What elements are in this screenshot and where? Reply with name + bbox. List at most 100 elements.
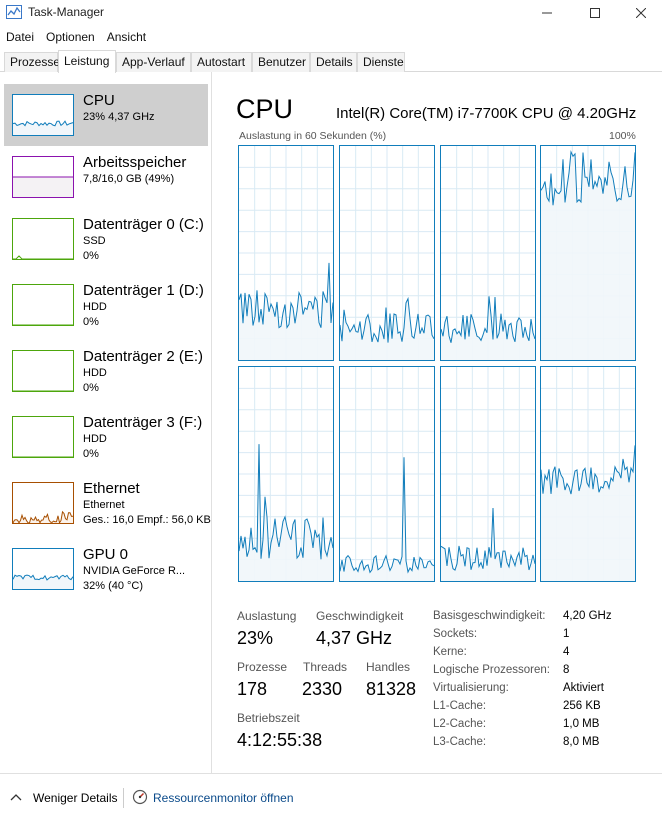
menu-bar: Datei Optionen Ansicht bbox=[0, 28, 152, 46]
sidebar-item-title: Datenträger 1 (D:) bbox=[83, 282, 204, 299]
sidebar-item-subtitle: Ethernet bbox=[83, 499, 125, 511]
detail-key: L3-Cache: bbox=[433, 736, 487, 748]
menu-datei[interactable]: Datei bbox=[6, 30, 35, 44]
footer-bar: Weniger Details Ressourcenmonitor öffnen bbox=[0, 776, 662, 824]
detail-key: Basisgeschwindigkeit: bbox=[433, 610, 546, 622]
detail-value: Aktiviert bbox=[563, 682, 604, 694]
sidebar-item-title: Datenträger 0 (C:) bbox=[83, 216, 204, 233]
logical-processor-graphs bbox=[238, 145, 636, 582]
geschwindigkeit-value: 4,37 GHz bbox=[316, 628, 393, 648]
detail-value: 1,0 MB bbox=[563, 718, 600, 730]
close-button[interactable] bbox=[618, 0, 662, 26]
logical-processor-graph bbox=[440, 145, 536, 361]
maximize-button[interactable] bbox=[572, 0, 618, 26]
detail-value: 8,0 MB bbox=[563, 736, 600, 748]
footer-separator bbox=[123, 788, 124, 808]
detail-value: 4 bbox=[563, 646, 570, 658]
tab-benutzer[interactable]: Benutzer bbox=[252, 52, 310, 72]
auslastung-value: 23% bbox=[237, 628, 274, 648]
detail-key: Virtualisierung: bbox=[433, 682, 509, 694]
window-title: Task-Manager bbox=[28, 5, 105, 19]
sidebar-item-title: Arbeitsspeicher bbox=[83, 154, 187, 171]
handles-label: Handles bbox=[366, 660, 411, 674]
title-bar: Task-Manager bbox=[0, 0, 662, 26]
sidebar-item-subtitle: 23% 4,37 GHz bbox=[83, 111, 155, 123]
sidebar-item-title: Datenträger 2 (E:) bbox=[83, 348, 204, 365]
graph-label: Auslastung in 60 Sekunden (%) bbox=[239, 130, 387, 142]
tab-leistung[interactable]: Leistung bbox=[58, 50, 116, 73]
logical-processor-graph bbox=[440, 366, 536, 582]
weniger-details-link[interactable]: Weniger Details bbox=[33, 791, 118, 805]
minimize-icon bbox=[542, 12, 552, 14]
tab-app-verlauf[interactable]: App-Verlauf bbox=[116, 52, 191, 72]
graph-max-label: 100% bbox=[609, 130, 636, 142]
close-icon bbox=[636, 8, 646, 18]
ethernet-thumbnail-graph bbox=[12, 482, 74, 524]
handles-value: 81328 bbox=[366, 679, 417, 699]
sidebar-item-detail: 32% (40 °C) bbox=[83, 580, 144, 592]
sidebar-item-title: GPU 0 bbox=[83, 546, 129, 563]
betriebszeit-value: 4:12:55:38 bbox=[237, 730, 323, 750]
prozesse-value: 178 bbox=[237, 679, 268, 699]
chevron-up-icon[interactable] bbox=[9, 791, 23, 803]
sidebar-item-gpu-0[interactable]: GPU 0 NVIDIA GeForce R... 32% (40 °C) bbox=[4, 538, 208, 600]
sidebar-item-subtitle: SSD bbox=[83, 235, 106, 247]
sidebar-item-title: Datenträger 3 (F:) bbox=[83, 414, 203, 431]
sidebar-item-title: Ethernet bbox=[83, 480, 140, 497]
minimize-button[interactable] bbox=[524, 0, 570, 26]
sidebar-item-disk-1[interactable]: Datenträger 1 (D:) HDD 0% bbox=[4, 274, 208, 336]
detail-key: L2-Cache: bbox=[433, 718, 487, 730]
detail-value: 256 KB bbox=[563, 700, 601, 712]
sidebar-item-detail: Ges.: 16,0 Empf.: 56,0 KB bbox=[83, 514, 211, 526]
resource-sidebar: CPU 23% 4,37 GHz Arbeitsspeicher 7,8/16,… bbox=[0, 72, 212, 774]
sidebar-item-detail: 0% bbox=[83, 316, 99, 328]
disk-2-thumbnail-graph bbox=[12, 350, 74, 392]
tab-autostart[interactable]: Autostart bbox=[191, 52, 252, 72]
tab-prozesse[interactable]: Prozesse bbox=[4, 52, 60, 72]
logical-processor-graph bbox=[238, 145, 334, 361]
performance-view: CPU 23% 4,37 GHz Arbeitsspeicher 7,8/16,… bbox=[0, 72, 662, 774]
disk-0-thumbnail-graph bbox=[12, 218, 74, 260]
logical-processor-graph bbox=[238, 366, 334, 582]
threads-value: 2330 bbox=[302, 679, 343, 699]
sidebar-item-subtitle: 7,8/16,0 GB (49%) bbox=[83, 173, 175, 185]
detail-value: 8 bbox=[563, 664, 570, 676]
sidebar-item-cpu[interactable]: CPU 23% 4,37 GHz bbox=[4, 84, 208, 146]
sidebar-item-ethernet[interactable]: Ethernet Ethernet Ges.: 16,0 Empf.: 56,0… bbox=[4, 472, 211, 534]
geschwindigkeit-label: Geschwindigkeit bbox=[316, 609, 404, 623]
sidebar-item-subtitle: NVIDIA GeForce R... bbox=[83, 565, 186, 577]
tab-bar: Prozesse Leistung App-Verlauf Autostart … bbox=[0, 50, 662, 73]
auslastung-label: Auslastung bbox=[237, 609, 297, 623]
menu-ansicht[interactable]: Ansicht bbox=[106, 30, 147, 44]
prozesse-label: Prozesse bbox=[237, 660, 288, 674]
resource-monitor-icon bbox=[132, 789, 148, 805]
sidebar-item-subtitle: HDD bbox=[83, 367, 107, 379]
sidebar-item-detail: 0% bbox=[83, 382, 99, 394]
sidebar-item-subtitle: HDD bbox=[83, 433, 107, 445]
betriebszeit-label: Betriebszeit bbox=[237, 711, 300, 725]
logical-processor-graph bbox=[339, 145, 435, 361]
logical-processor-graph bbox=[540, 366, 636, 582]
detail-key: Logische Prozessoren: bbox=[433, 664, 550, 676]
tab-details[interactable]: Details bbox=[310, 52, 357, 72]
threads-label: Threads bbox=[303, 660, 348, 674]
memory-thumbnail-graph bbox=[12, 156, 74, 198]
sidebar-item-disk-0[interactable]: Datenträger 0 (C:) SSD 0% bbox=[4, 208, 208, 270]
maximize-icon bbox=[590, 8, 600, 18]
sidebar-item-disk-2[interactable]: Datenträger 2 (E:) HDD 0% bbox=[4, 340, 208, 402]
sidebar-item-detail: 0% bbox=[83, 448, 99, 460]
sidebar-item-disk-3[interactable]: Datenträger 3 (F:) HDD 0% bbox=[4, 406, 208, 468]
menu-optionen[interactable]: Optionen bbox=[46, 30, 95, 44]
tab-dienste[interactable]: Dienste bbox=[357, 52, 405, 72]
sidebar-item-arbeitsspeicher[interactable]: Arbeitsspeicher 7,8/16,0 GB (49%) bbox=[4, 146, 208, 208]
ressourcenmonitor-link[interactable]: Ressourcenmonitor öffnen bbox=[153, 791, 294, 805]
detail-value: 4,20 GHz bbox=[563, 610, 612, 622]
cpu-thumbnail-graph bbox=[12, 94, 74, 136]
detail-key: L1-Cache: bbox=[433, 700, 487, 712]
page-title: CPU bbox=[236, 94, 294, 124]
logical-processor-graph bbox=[339, 366, 435, 582]
sidebar-item-detail: 0% bbox=[83, 250, 99, 262]
detail-value: 1 bbox=[563, 628, 570, 640]
task-manager-icon bbox=[6, 5, 22, 19]
sidebar-item-subtitle: HDD bbox=[83, 301, 107, 313]
